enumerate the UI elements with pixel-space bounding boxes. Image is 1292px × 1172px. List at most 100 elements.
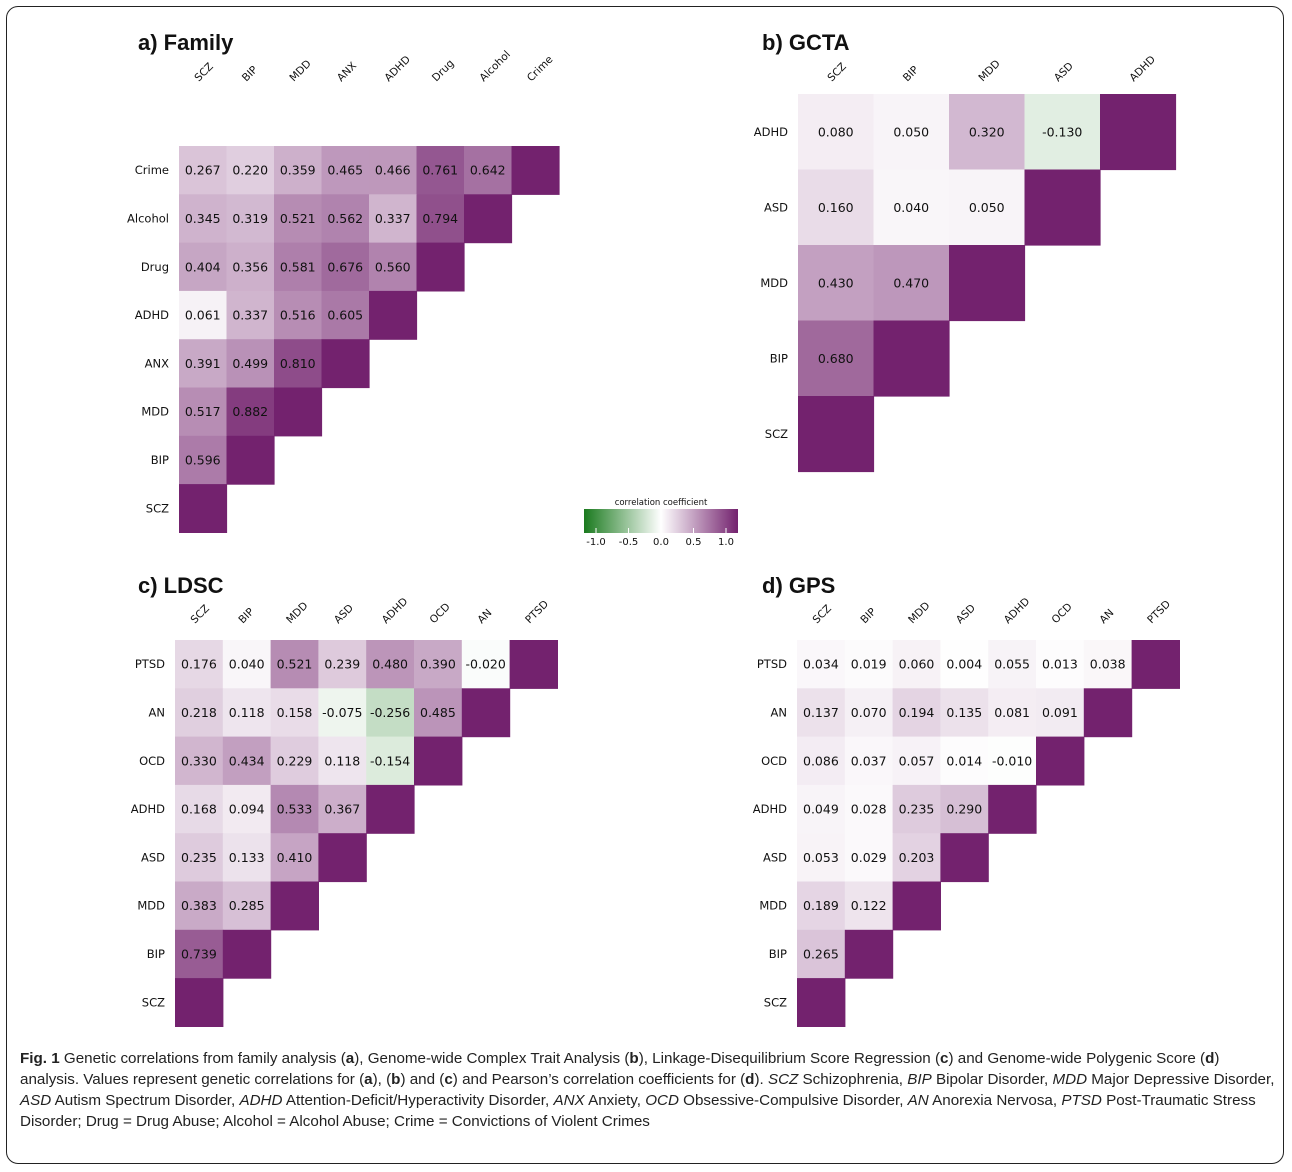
panel-d-cell-value: 0.122 [851,898,887,913]
caption-abbreviation: OCD [645,1092,679,1109]
panel-c-cell-value: -0.256 [370,705,410,720]
panel-d-cell [940,640,989,689]
panel-a-cell-value: 0.642 [470,163,506,178]
panel-c-cell-value: 0.330 [181,753,217,768]
panel-b-cell [1024,94,1101,171]
panel-c-diagonal-cell [270,881,319,931]
panel-d-col-label-mdd: MDD [906,600,932,626]
panel-c-cell [270,736,319,786]
caption-panel-ref: d [1205,1050,1215,1067]
panel-c-cell-value: 0.521 [277,657,313,672]
panel-d-cell-value: 0.203 [899,850,935,865]
panel-d-cell-value: 0.028 [851,802,887,817]
panel-a-cell-value: 0.359 [280,163,316,178]
panel-d-cell-value: 0.070 [851,705,887,720]
panel-d-cell-value: 0.057 [899,753,935,768]
panel-d-row-label-asd: ASD [763,850,787,864]
panel-d-row-label-bip: BIP [769,947,787,961]
panel-d-col-label-bip: BIP [858,606,878,626]
panel-c-cell [175,736,224,786]
panel-b-cell [949,169,1026,246]
panel-a-col-label-drug: Drug [430,57,457,84]
panel-a-diagonal-cell [511,146,560,195]
panel-a-cell [321,242,370,292]
panel-b-cell-value: 0.320 [969,124,1005,139]
caption-text: Attention-Deficit/Hyperactivity Disorder… [282,1092,554,1109]
panel-c-col-label-scz: SCZ [189,603,212,626]
panel-a-cell [464,146,513,195]
panel-b-row-label-asd: ASD [764,200,788,214]
figure-frame [6,6,1284,1164]
panel-a-row-label-bip: BIP [151,453,169,467]
caption-panel-ref: b [629,1050,639,1067]
panel-c-cell [366,688,415,738]
panel-b-cell [798,320,875,397]
panel-c-row-label-scz: SCZ [142,995,165,1009]
caption-abbreviation: SCZ [767,1071,799,1088]
panel-b-cell-value: 0.040 [893,200,929,215]
panel-c-row-label-ptsd: PTSD [135,657,165,671]
panel-a-diagonal-cell [179,484,228,533]
panel-d-col-label-ptsd: PTSD [1145,598,1173,626]
panel-c-cell [414,688,463,738]
caption-abbreviation: ANX [553,1092,585,1109]
panel-a-cell [416,146,465,195]
panel-d-cell [797,688,846,738]
panel-c-cell-value: 0.218 [181,705,217,720]
panel-b-cell-value: 0.160 [818,200,854,215]
panel-d-title: d) GPS [762,573,835,598]
panel-c-cell [175,833,224,883]
panel-d-row-label-adhd: ADHD [753,802,787,816]
panel-c-row-label-ocd: OCD [139,754,165,768]
panel-a-row-label-scz: SCZ [146,501,169,515]
panel-c-cell-value: 0.040 [229,657,265,672]
panel-d-cell [988,688,1037,738]
panel-a-cell [179,435,228,485]
panel-b-diagonal-cell [949,245,1026,322]
panel-b-diagonal-cell [873,320,950,397]
panel-d-cell-value: 0.013 [1042,657,1078,672]
legend-tick-label: -1.0 [586,537,606,548]
panel-d-cell [1036,640,1085,689]
panel-d-cell-value: -0.010 [992,753,1032,768]
panel-c-cell-value: 0.094 [229,802,265,817]
caption-text: Genetic correlations from family analysi… [59,1050,346,1067]
panel-a-col-label-adhd: ADHD [382,54,413,85]
panel-a-cell [226,242,275,292]
panel-d-row-label-an: AN [771,705,787,719]
panel-d-cell-value: 0.091 [1042,705,1078,720]
panel-b-cell-value: 0.680 [818,351,854,366]
panel-c-cell [175,784,224,834]
panel-c-cell-value: 0.367 [324,802,360,817]
panel-d-diagonal-cell [844,929,894,979]
panel-a-col-label-anx: ANX [335,60,359,84]
panel-c-col-label-asd: ASD [332,602,356,626]
panel-c-cell-value: 0.229 [277,753,313,768]
panel-a-cell-value: 0.605 [327,308,363,323]
caption-text: ) analysis. Values represent genetic cor… [20,1050,1220,1088]
caption-panel-ref: d [745,1071,755,1088]
panel-a-cell [179,242,228,292]
panel-d-row-label-mdd: MDD [759,899,787,913]
panel-d-cell [988,736,1037,786]
panel-c-cell-value: 0.118 [229,705,265,720]
legend-tick-label: -0.5 [619,537,639,548]
panel-d-diagonal-cell [892,881,941,931]
panel-b-col-label-asd: ASD [1052,60,1076,84]
panel-a-cell [321,290,370,340]
panel-c-cell-value: -0.075 [322,705,362,720]
panel-c-cell-value: 0.533 [277,802,313,817]
panel-d-cell [892,736,941,786]
panel-a-cell-value: 0.499 [232,356,268,371]
panel-d-cell [797,736,846,786]
panel-a-cell [274,290,323,340]
panel-a-cell-value: 0.061 [185,308,221,323]
caption-panel-ref: c [940,1050,949,1067]
panel-d-cell-value: 0.034 [803,657,839,672]
panel-c-diagonal-cell [318,833,367,883]
panel-a-cell [369,146,418,195]
panel-b-cell-value: 0.050 [893,124,929,139]
panel-d-cell [940,688,989,738]
panel-c-cell-value: 0.485 [420,705,456,720]
legend-tick-label: 1.0 [718,537,734,548]
